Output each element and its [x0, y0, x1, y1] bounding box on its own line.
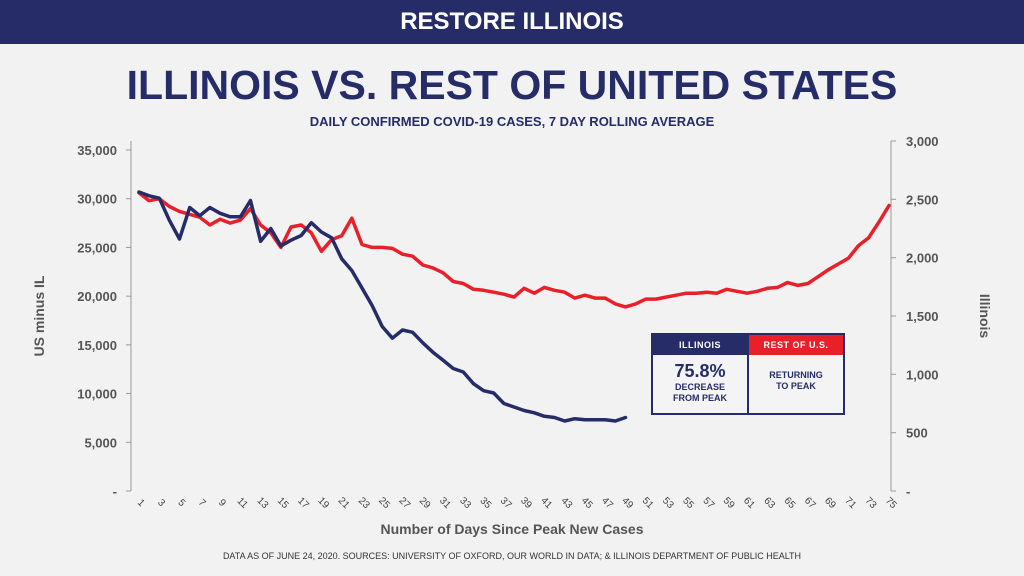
- x-tick-label: 71: [842, 495, 858, 511]
- right-tick-label: 2,000: [906, 251, 939, 266]
- callout-us-line1: RETURNING: [769, 370, 823, 380]
- x-tick-label: 29: [417, 495, 433, 511]
- right-tick-label: 500: [906, 426, 928, 441]
- x-tick-label: 1: [135, 497, 147, 509]
- y2-axis-label: Illinois: [977, 294, 993, 339]
- x-tick-label: 17: [295, 495, 311, 511]
- x-tick-label: 19: [315, 495, 331, 511]
- x-tick-label: 31: [437, 495, 453, 511]
- x-tick-label: 33: [457, 495, 473, 511]
- x-tick-label: 27: [396, 495, 412, 511]
- x-tick-label: 55: [680, 495, 696, 511]
- x-tick-label: 47: [599, 495, 615, 511]
- right-tick-label: 1,000: [906, 367, 939, 382]
- x-axis-label: Number of Days Since Peak New Cases: [380, 521, 643, 537]
- x-tick-label: 61: [741, 495, 757, 511]
- right-tick-label: 2,500: [906, 192, 939, 207]
- left-tick-label: 15,000: [77, 338, 117, 353]
- callout-illinois-line1: DECREASE: [674, 382, 725, 392]
- x-tick-label: 75: [883, 495, 899, 511]
- x-tick-label: 37: [498, 495, 514, 511]
- left-tick-label: -: [113, 484, 117, 499]
- x-tick-label: 13: [255, 495, 271, 511]
- callout-illinois-line2: FROM PEAK: [673, 393, 727, 403]
- x-tick-label: 73: [863, 495, 879, 511]
- left-tick-label: 10,000: [77, 387, 117, 402]
- x-tick-label: 41: [538, 495, 554, 511]
- x-tick-label: 23: [356, 495, 372, 511]
- x-tick-label: 57: [701, 495, 717, 511]
- x-tick-label: 67: [802, 495, 818, 511]
- x-tick-label: 59: [721, 495, 737, 511]
- right-tick-label: 1,500: [906, 309, 939, 324]
- callout-us: REST OF U.S. RETURNING TO PEAK: [747, 335, 843, 413]
- y-axis-label: US minus IL: [31, 275, 47, 356]
- series-line-us-minus-il: [137, 191, 891, 309]
- left-tick-label: 20,000: [77, 289, 117, 304]
- left-tick-label: 25,000: [77, 240, 117, 255]
- right-tick-label: 3,000: [906, 134, 939, 149]
- callout-illinois-header: ILLINOIS: [653, 335, 747, 355]
- x-tick-label: 35: [478, 495, 494, 511]
- callout-box: ILLINOIS 75.8% DECREASE FROM PEAK REST O…: [651, 333, 845, 415]
- x-tick-label: 53: [660, 495, 676, 511]
- left-tick-label: 35,000: [77, 143, 117, 158]
- series-line-illinois: [137, 190, 628, 423]
- callout-us-header: REST OF U.S.: [749, 335, 843, 355]
- x-tick-label: 39: [518, 495, 534, 511]
- footer-sources: DATA AS OF JUNE 24, 2020. SOURCES: UNIVE…: [222, 551, 802, 561]
- callout-illinois: ILLINOIS 75.8% DECREASE FROM PEAK: [653, 335, 747, 413]
- x-tick-label: 9: [216, 497, 228, 509]
- chart-title: ILLINOIS VS. REST OF UNITED STATES: [126, 62, 898, 108]
- x-tick-label: 43: [559, 495, 575, 511]
- x-tick-label: 5: [175, 497, 187, 509]
- callout-us-line2: TO PEAK: [776, 381, 816, 391]
- x-tick-label: 15: [275, 495, 291, 511]
- x-tick-label: 45: [579, 495, 595, 511]
- x-tick-label: 49: [619, 495, 635, 511]
- x-tick-label: 51: [640, 495, 656, 511]
- x-tick-label: 3: [155, 497, 167, 509]
- left-tick-label: 5,000: [84, 435, 117, 450]
- x-tick-label: 21: [336, 495, 352, 511]
- x-tick-label: 11: [235, 496, 250, 511]
- x-tick-label: 69: [822, 495, 838, 511]
- banner: RESTORE ILLINOIS: [0, 0, 1024, 44]
- right-tick-label: -: [906, 484, 910, 499]
- left-tick-label: 30,000: [77, 192, 117, 207]
- x-tick-label: 65: [782, 495, 798, 511]
- x-tick-label: 63: [761, 495, 777, 511]
- x-tick-label: 25: [376, 495, 392, 511]
- chart-subtitle: DAILY CONFIRMED COVID-19 CASES, 7 DAY RO…: [309, 114, 715, 129]
- callout-illinois-value: 75.8%: [674, 361, 726, 381]
- x-tick-label: 7: [196, 497, 208, 509]
